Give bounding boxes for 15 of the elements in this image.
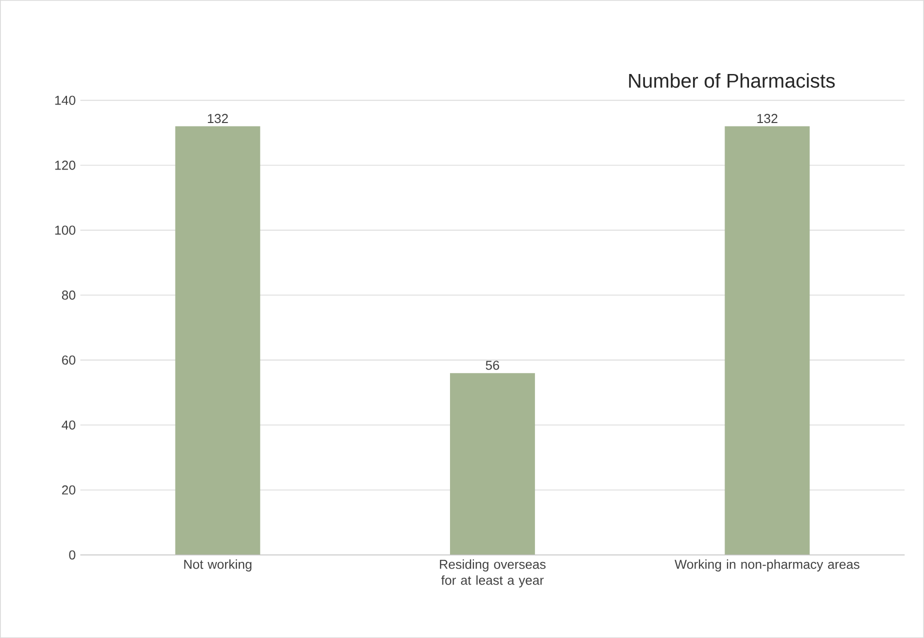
- data-label: 132: [757, 114, 778, 123]
- y-tick-label: 140: [55, 96, 76, 105]
- y-tick-label: 80: [62, 290, 76, 300]
- y-tick-label: 120: [55, 160, 76, 170]
- x-tick-label: Residing overseas for at least a year: [440, 559, 546, 588]
- x-tick-label: Working in non-pharmacy areas: [674, 559, 860, 572]
- y-tick-label: 60: [62, 355, 76, 365]
- y-tick-label: 100: [55, 226, 76, 235]
- y-tick-label: 0: [69, 550, 76, 560]
- x-tick-label: Not working: [184, 559, 252, 572]
- y-tick-label: 40: [62, 420, 76, 430]
- chart-title: Number of Pharmacists: [629, 73, 835, 88]
- data-label: 132: [208, 114, 228, 123]
- data-label: 56: [486, 360, 500, 370]
- y-tick-label: 20: [62, 485, 76, 494]
